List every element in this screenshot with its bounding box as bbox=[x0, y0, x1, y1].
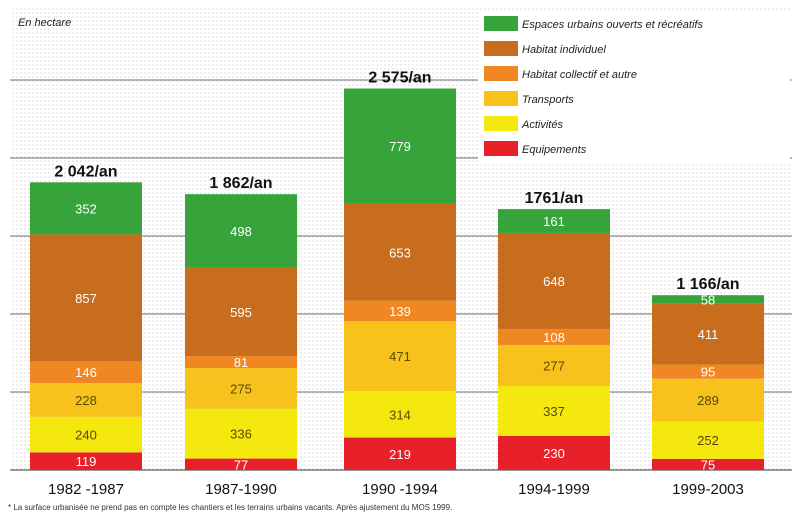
bar-value-label: 139 bbox=[389, 304, 411, 319]
bar-value-label: 146 bbox=[75, 365, 97, 380]
bar-segment bbox=[30, 416, 142, 453]
bars-group: 119 240 228 146 857 352 2 042/an 1982 -1987 77 33… bbox=[30, 70, 764, 498]
bar-value-label: 653 bbox=[389, 245, 411, 260]
bar-segment bbox=[185, 458, 297, 470]
bar-value-label: 108 bbox=[543, 330, 565, 345]
legend-label: Espaces urbains ouverts et récréatifs bbox=[522, 19, 703, 31]
bar-value-label: 277 bbox=[543, 358, 565, 373]
bar-value-label: 314 bbox=[389, 407, 411, 422]
bar-value-label: 240 bbox=[75, 428, 97, 443]
bar-value-label: 230 bbox=[543, 446, 565, 461]
bar-stack: 119 240 228 146 857 352 2 042/an 1982 -1987 bbox=[30, 163, 142, 498]
bar-segment bbox=[30, 452, 142, 470]
legend-swatch bbox=[484, 141, 518, 156]
bar-total-label: 2 575/an bbox=[368, 70, 431, 87]
bar-segment bbox=[498, 435, 610, 470]
legend-swatch bbox=[484, 116, 518, 131]
bar-value-label: 336 bbox=[230, 427, 252, 442]
bar-segment bbox=[344, 391, 456, 438]
bar-segment bbox=[498, 344, 610, 386]
bar-segment bbox=[344, 300, 456, 322]
legend: Espaces urbains ouverts et récréatifs Hab… bbox=[478, 10, 790, 162]
bar-total-label: 1 166/an bbox=[676, 276, 739, 293]
x-tick-label: 1994-1999 bbox=[518, 481, 590, 498]
bar-value-label: 411 bbox=[698, 327, 719, 342]
legend-swatch bbox=[484, 16, 518, 31]
legend-item: Equipements bbox=[484, 141, 587, 156]
bar-segment bbox=[498, 328, 610, 345]
bar-segment bbox=[652, 295, 764, 304]
bar-total-label: 2 042/an bbox=[54, 163, 117, 180]
legend-item: Habitat collectif et autre bbox=[484, 66, 637, 81]
bar-value-label: 75 bbox=[701, 457, 715, 472]
x-tick-label: 1999-2003 bbox=[672, 481, 744, 498]
legend-label: Habitat collectif et autre bbox=[522, 69, 637, 81]
bar-stack: 230 337 277 108 648 161 1761/an 1994-1999 bbox=[498, 190, 610, 498]
bar-segment bbox=[652, 364, 764, 379]
bar-value-label: 81 bbox=[234, 355, 248, 370]
legend-label: Equipements bbox=[522, 144, 587, 156]
footnote: * La surface urbanisée ne prend pas en c… bbox=[8, 503, 453, 512]
legend-label: Habitat individuel bbox=[522, 44, 606, 56]
bar-value-label: 95 bbox=[701, 365, 715, 380]
bar-segment bbox=[185, 368, 297, 409]
bar-segment bbox=[344, 203, 456, 301]
bar-value-label: 471 bbox=[389, 349, 411, 364]
unit-label: En hectare bbox=[18, 17, 71, 29]
bar-segment bbox=[344, 437, 456, 470]
bar-value-label: 275 bbox=[230, 381, 252, 396]
legend-label: Activités bbox=[521, 119, 563, 131]
bar-value-label: 77 bbox=[234, 457, 248, 472]
bar-segment bbox=[652, 458, 764, 470]
bar-segment bbox=[185, 194, 297, 268]
bar-value-label: 161 bbox=[543, 214, 565, 229]
bar-segment bbox=[652, 421, 764, 459]
legend-swatch bbox=[484, 91, 518, 106]
bar-value-label: 228 bbox=[75, 393, 97, 408]
bar-value-label: 779 bbox=[389, 139, 411, 154]
x-tick-label: 1982 -1987 bbox=[48, 481, 124, 498]
bar-value-label: 352 bbox=[75, 201, 97, 216]
legend-item: Habitat individuel bbox=[484, 41, 606, 56]
legend-label: Transports bbox=[522, 94, 574, 106]
legend-item: Espaces urbains ouverts et récréatifs bbox=[484, 16, 703, 31]
bar-segment bbox=[344, 321, 456, 392]
bar-segment bbox=[30, 361, 142, 384]
bar-value-label: 595 bbox=[230, 305, 252, 320]
bar-value-label: 289 bbox=[697, 393, 719, 408]
x-tick-label: 1987-1990 bbox=[205, 481, 277, 498]
bar-stack: 77 336 275 81 595 498 1 862/an 1987-1990 bbox=[185, 175, 297, 498]
x-tick-label: 1990 -1994 bbox=[362, 481, 438, 498]
bar-segment bbox=[30, 234, 142, 362]
bar-value-label: 252 bbox=[697, 433, 719, 448]
bar-segment bbox=[185, 356, 297, 369]
bar-segment bbox=[498, 209, 610, 233]
bar-segment bbox=[30, 182, 142, 235]
bar-value-label: 58 bbox=[701, 292, 715, 307]
bar-segment bbox=[652, 303, 764, 365]
legend-box bbox=[478, 10, 790, 162]
bar-value-label: 219 bbox=[389, 447, 411, 462]
bar-stack: 219 314 471 139 653 779 2 575/an 1990 -1994 bbox=[344, 70, 456, 498]
bar-value-label: 498 bbox=[230, 224, 252, 239]
bar-segment bbox=[185, 408, 297, 459]
bar-segment bbox=[498, 232, 610, 329]
bar-value-label: 337 bbox=[543, 404, 565, 419]
bar-value-label: 119 bbox=[76, 454, 97, 469]
bar-segment bbox=[652, 378, 764, 422]
bar-segment bbox=[185, 267, 297, 357]
bar-value-label: 648 bbox=[543, 274, 565, 289]
legend-swatch bbox=[484, 41, 518, 56]
bar-segment bbox=[344, 88, 456, 204]
bar-total-label: 1761/an bbox=[525, 190, 584, 207]
legend-swatch bbox=[484, 66, 518, 81]
bar-segment bbox=[30, 383, 142, 417]
bar-total-label: 1 862/an bbox=[209, 175, 272, 192]
bar-value-label: 857 bbox=[75, 291, 97, 306]
legend-item: Activités bbox=[484, 116, 563, 131]
bar-stack: 75 252 289 95 411 581 166/an 1999-2003 bbox=[652, 276, 764, 498]
legend-item: Transports bbox=[484, 91, 574, 106]
bar-segment bbox=[498, 386, 610, 436]
